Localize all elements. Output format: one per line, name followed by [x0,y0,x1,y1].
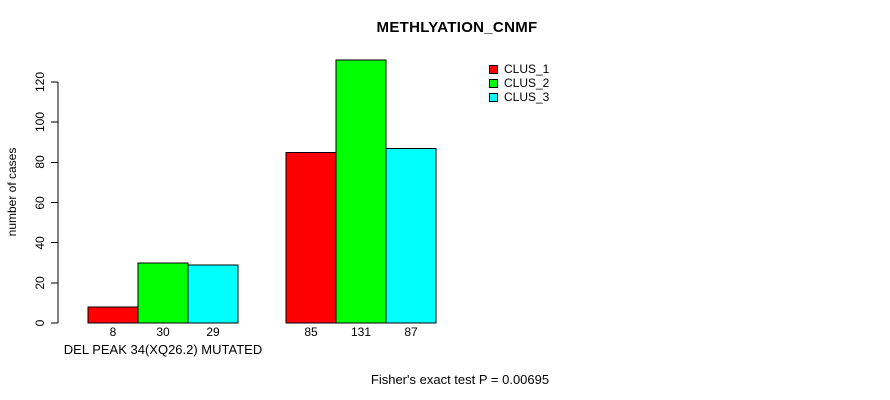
legend-label: CLUS_1 [504,62,550,76]
bar-clus_3 [187,264,239,324]
bar-value-label: 131 [350,325,372,339]
bar-clus_1 [87,306,139,324]
y-axis-title: number of cases [5,147,19,237]
bar-value-label: 87 [404,325,418,339]
legend-swatch-icon [489,92,498,102]
chart-title: METHLYATION_CNMF [376,19,538,36]
y-tick-label: 60 [33,195,47,210]
bar-clus_1 [285,151,337,324]
legend-item: CLUS_2 [489,76,549,90]
bar-clus_2 [335,59,387,324]
legend-label: CLUS_2 [504,76,550,90]
y-tick-label: 40 [33,235,47,250]
bar-clus_3 [385,147,437,324]
bar-value-label: 8 [109,325,117,339]
y-tick-label: 0 [33,319,47,327]
y-tick-label: 80 [33,155,47,170]
fisher-test-annotation: Fisher's exact test P = 0.00695 [370,372,550,387]
bar-value-label: 29 [206,325,220,339]
legend-label: CLUS_3 [504,90,550,104]
y-tick-label: 100 [33,112,47,133]
y-tick-label: 120 [33,71,47,93]
legend-swatch-icon [489,64,498,74]
bar-clus_2 [137,262,189,324]
legend: CLUS_1 CLUS_2 CLUS_3 [489,62,549,104]
bar-value-label: 30 [156,325,170,339]
y-tick-label: 20 [33,276,47,290]
legend-swatch-icon [489,78,498,88]
x-category-label: DEL PEAK 34(XQ26.2) MUTATED [63,342,263,357]
legend-item: CLUS_1 [489,62,549,76]
legend-item: CLUS_3 [489,90,549,104]
bar-value-label: 85 [304,325,318,339]
